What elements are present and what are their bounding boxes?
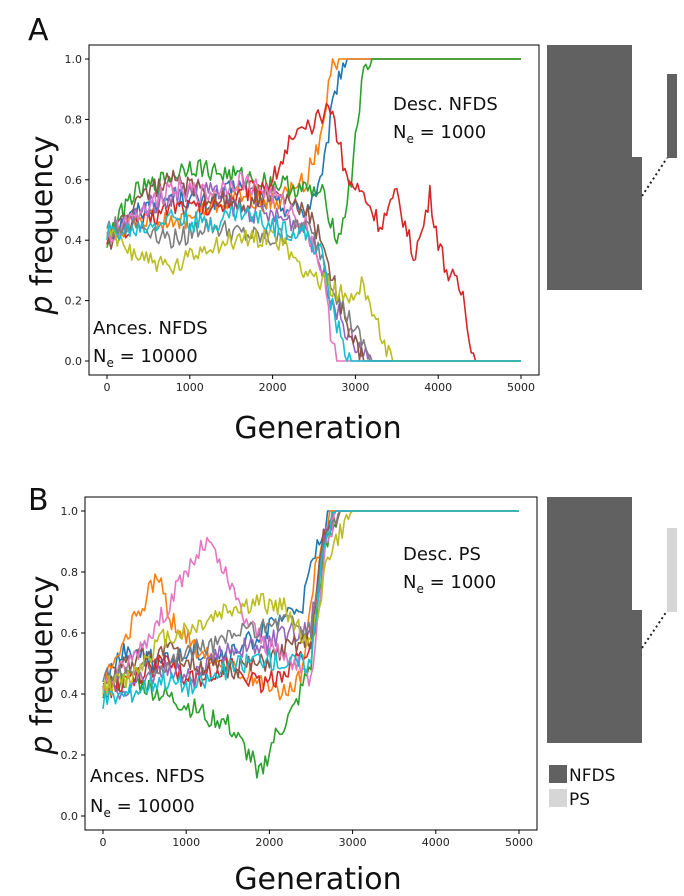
panel-b-series-group <box>102 510 519 779</box>
panel-b-tree-diagram <box>547 497 677 743</box>
panel-b-series-line-3 <box>102 510 519 779</box>
panel-b-desc-ne: Ne = 1000 <box>403 572 496 596</box>
panel-b-ticks: 0 1000 2000 3000 4000 5000 0.0 0.2 0.4 0.6 0.8 1.0 <box>61 505 534 849</box>
panel-a-xtick-label-3: 3000 <box>341 381 369 394</box>
panel-a-series-group <box>106 58 521 362</box>
panel-a-letter: A <box>28 13 49 48</box>
panel-a-connector <box>641 157 668 197</box>
panel-a-ances-label: Ances. NFDS <box>93 318 208 339</box>
panel-a-series-line-9 <box>106 226 521 362</box>
panel-a-series-line-6 <box>106 169 521 362</box>
panel-b-ytick-label-3: 0.6 <box>61 627 79 640</box>
panel-b-ytick-label-0: 0.0 <box>61 810 79 823</box>
panel-b-ytick-label-2: 0.4 <box>61 688 79 701</box>
panel-a-xtick-label-1: 1000 <box>176 381 204 394</box>
panel-b-connector <box>641 610 668 649</box>
panel-b-series-line-10 <box>102 510 519 709</box>
panel-a-series-line-3 <box>106 58 521 248</box>
panel-b-series-line-5 <box>102 510 519 700</box>
panel-a-plot: 0 1000 2000 3000 4000 5000 0.0 0.2 0.4 0.6 0.8 1.0 <box>65 44 540 394</box>
panel-a-series-line-10 <box>106 202 521 362</box>
panel-a-tree-diagram <box>547 45 677 290</box>
panel-b-ytick-label-1: 0.2 <box>61 749 79 762</box>
panel-b-series-line-4 <box>102 510 519 699</box>
panel-a-xtick-label-4: 4000 <box>424 381 452 394</box>
panel-a-ytick-label-4: 0.8 <box>65 113 83 126</box>
panel-a-ytick-label-3: 0.6 <box>65 174 83 187</box>
panel-a-descendant-bar <box>667 74 677 158</box>
panel-b-xtick-label-4: 4000 <box>422 836 450 849</box>
panel-b-xtick-label-5: 5000 <box>505 836 533 849</box>
legend-label-ps: PS <box>569 790 590 810</box>
panel-a-frame <box>88 44 540 376</box>
panel-b-desc-label: Desc. PS <box>403 544 481 565</box>
panel-b-ancestral-block <box>547 497 642 743</box>
legend-label-nfds: NFDS <box>569 766 615 786</box>
panel-b-plot: 0 1000 2000 3000 4000 5000 0.0 0.2 0.4 0.6 0.8 1.0 <box>61 496 538 849</box>
panel-a-series-line-1 <box>106 58 521 240</box>
panel-a-desc-label: Desc. NFDS <box>393 94 498 115</box>
panel-a-series-line-4 <box>106 102 521 362</box>
panel-a-desc-ne: Ne = 1000 <box>393 122 486 146</box>
panel-b-xtick-label-2: 2000 <box>255 836 283 849</box>
panel-b-ylabel: p frequency <box>25 575 60 755</box>
panel-a-ances-ne: Ne = 10000 <box>93 346 198 370</box>
panel-b-ytick-label-5: 1.0 <box>61 505 79 518</box>
panel-a-ylabel: p frequency <box>25 135 60 315</box>
legend-swatch-ps <box>549 789 567 807</box>
panel-a-ytick-label-5: 1.0 <box>65 53 83 66</box>
legend-swatch-nfds <box>549 765 567 783</box>
panel-b-ances-label: Ances. NFDS <box>90 766 205 787</box>
panel-b-series-line-7 <box>102 510 519 689</box>
legend: NFDS PS <box>549 765 615 810</box>
panel-a-xtick-label-0: 0 <box>104 381 111 394</box>
panel-b-xtick-label-0: 0 <box>100 836 107 849</box>
panel-a-ticks: 0 1000 2000 3000 4000 5000 0.0 0.2 0.4 0.6 0.8 1.0 <box>65 53 536 394</box>
panel-a-ytick-label-2: 0.4 <box>65 234 83 247</box>
panel-a-xtick-label-5: 5000 <box>507 381 535 394</box>
panel-b-ances-ne: Ne = 10000 <box>90 796 195 820</box>
panel-a-ancestral-block <box>547 45 642 290</box>
panel-b-xtick-label-3: 3000 <box>339 836 367 849</box>
panel-b-xlabel: Generation <box>234 862 401 896</box>
panel-a-xtick-label-2: 2000 <box>259 381 287 394</box>
panel-b-xtick-label-1: 1000 <box>172 836 200 849</box>
panel-b-ytick-label-4: 0.8 <box>61 566 79 579</box>
panel-a-ytick-label-1: 0.2 <box>65 295 83 308</box>
panel-a-ytick-label-0: 0.0 <box>65 355 83 368</box>
panel-b-descendant-bar <box>667 528 677 612</box>
panel-a-xlabel: Generation <box>234 411 401 446</box>
panel-b-letter: B <box>28 483 49 518</box>
